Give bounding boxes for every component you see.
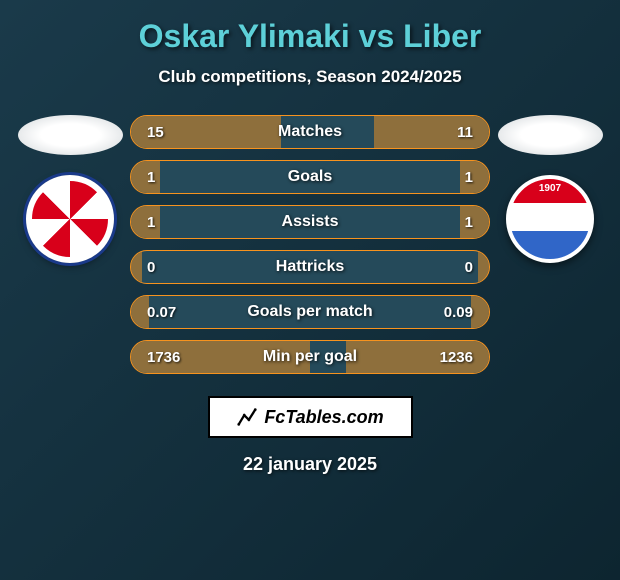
stat-fill-right xyxy=(478,251,489,283)
player-photo-right xyxy=(498,115,603,155)
stat-fill-left xyxy=(131,251,142,283)
stat-row: 1 Goals 1 xyxy=(130,160,490,194)
stat-value-right: 1 xyxy=(433,214,473,231)
stat-value-right: 0.09 xyxy=(433,304,473,321)
site-attribution: FcTables.com xyxy=(208,396,413,438)
site-name: FcTables.com xyxy=(264,407,383,428)
stat-label: Assists xyxy=(282,213,339,231)
player-photo-left xyxy=(18,115,123,155)
stat-value-right: 0 xyxy=(433,259,473,276)
stat-label: Hattricks xyxy=(276,258,344,276)
stat-label: Min per goal xyxy=(263,348,357,366)
chart-icon xyxy=(236,406,258,428)
stat-label: Goals per match xyxy=(247,303,372,321)
stat-label: Goals xyxy=(288,168,332,186)
stat-row: 15 Matches 11 xyxy=(130,115,490,149)
stat-label: Matches xyxy=(278,123,342,141)
stat-row: 0 Hattricks 0 xyxy=(130,250,490,284)
stat-value-left: 0.07 xyxy=(147,304,187,321)
stat-value-left: 1 xyxy=(147,169,187,186)
player-left xyxy=(10,115,130,263)
stat-value-left: 1736 xyxy=(147,349,187,366)
generation-date: 22 january 2025 xyxy=(243,454,377,475)
club-crest-right xyxy=(506,175,594,263)
stat-value-left: 1 xyxy=(147,214,187,231)
stat-value-left: 0 xyxy=(147,259,187,276)
stat-row: 1736 Min per goal 1236 xyxy=(130,340,490,374)
stat-row: 0.07 Goals per match 0.09 xyxy=(130,295,490,329)
stat-fill-right xyxy=(471,296,489,328)
page-subtitle: Club competitions, Season 2024/2025 xyxy=(158,67,461,87)
stat-row: 1 Assists 1 xyxy=(130,205,490,239)
player-right xyxy=(490,115,610,263)
infographic-root: Oskar Ylimaki vs Liber Club competitions… xyxy=(0,0,620,580)
club-crest-left xyxy=(26,175,114,263)
page-title: Oskar Ylimaki vs Liber xyxy=(139,18,482,55)
comparison-area: 15Matches111Goals11Assists10Hattricks00.… xyxy=(10,115,610,374)
stat-value-right: 11 xyxy=(433,124,473,141)
stat-value-left: 15 xyxy=(147,124,187,141)
stats-column: 15Matches111Goals11Assists10Hattricks00.… xyxy=(130,115,490,374)
stat-value-right: 1236 xyxy=(433,349,473,366)
stat-value-right: 1 xyxy=(433,169,473,186)
